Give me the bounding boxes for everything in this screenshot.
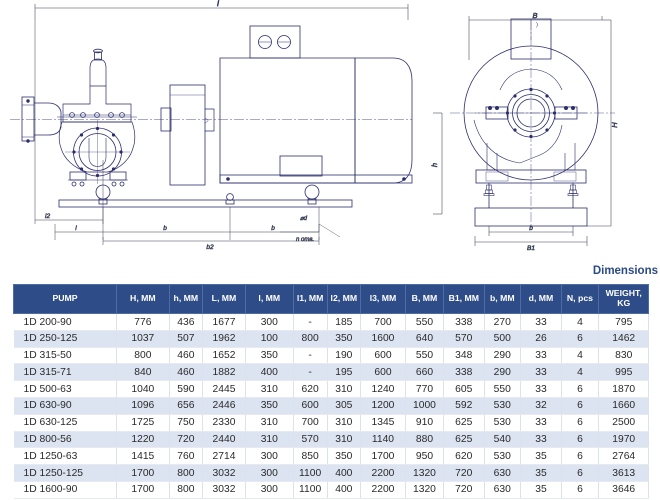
- svg-text:b2: b2: [206, 244, 214, 251]
- svg-text:B1: B1: [527, 245, 535, 252]
- svg-text:B: B: [532, 11, 537, 20]
- svg-text:b: b: [271, 225, 275, 232]
- svg-text:H: H: [610, 122, 619, 128]
- svg-text:b: b: [163, 225, 167, 232]
- svg-text:l2: l2: [45, 213, 50, 220]
- svg-text:n отв.: n отв.: [296, 237, 314, 243]
- svg-text:b: b: [529, 225, 533, 232]
- svg-text:h: h: [430, 163, 439, 167]
- svg-text:⌀d: ⌀d: [300, 216, 308, 222]
